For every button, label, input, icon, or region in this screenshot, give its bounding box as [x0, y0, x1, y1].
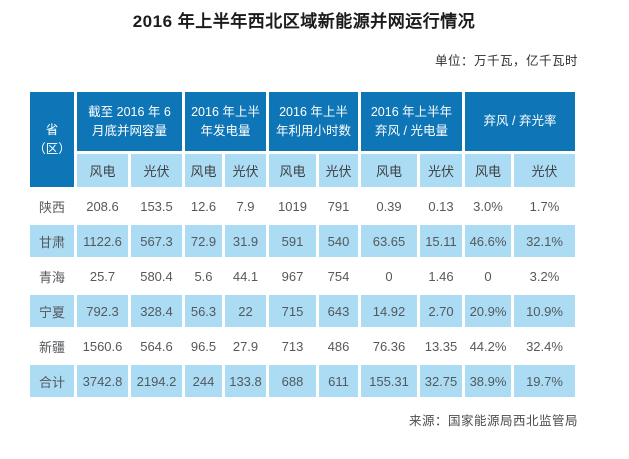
table-cell: 1.46 — [420, 260, 462, 292]
group-header-utilization-hours: 2016 年上半 年利用小时数 — [269, 92, 358, 151]
table-cell: 715 — [269, 295, 316, 327]
table-cell: 564.6 — [131, 330, 182, 362]
table-cell: 611 — [319, 365, 358, 397]
table-cell: 0 — [465, 260, 511, 292]
table-cell: 153.5 — [131, 190, 182, 222]
table-row-qinghai: 青海 25.7 580.4 5.6 44.1 967 754 0 1.46 0 … — [30, 260, 575, 292]
table-cell: 31.9 — [225, 225, 266, 257]
unit-note: 单位：万千瓦，亿千瓦时 — [434, 54, 578, 68]
table-cell: 208.6 — [77, 190, 128, 222]
table-cell: 25.7 — [77, 260, 128, 292]
sub-header-wind: 风电 — [77, 154, 128, 187]
table-cell: 1019 — [269, 190, 316, 222]
row-label: 宁夏 — [30, 295, 74, 327]
table-cell: 12.6 — [185, 190, 222, 222]
table-cell: 580.4 — [131, 260, 182, 292]
table-cell: 27.9 — [225, 330, 266, 362]
table-cell: 713 — [269, 330, 316, 362]
table-cell: 76.36 — [361, 330, 417, 362]
energy-table: 省 （区） 截至 2016 年 6 月底并网容量 2016 年上半 年发电量 2… — [27, 89, 578, 400]
table-cell: 56.3 — [185, 295, 222, 327]
table-cell: 791 — [319, 190, 358, 222]
source-note: 来源：国家能源局西北监管局 — [408, 414, 578, 428]
table-cell: 44.2% — [465, 330, 511, 362]
sub-header-solar: 光伏 — [420, 154, 462, 187]
table-cell: 688 — [269, 365, 316, 397]
row-label: 新疆 — [30, 330, 74, 362]
table-cell: 0.13 — [420, 190, 462, 222]
table-cell: 7.9 — [225, 190, 266, 222]
table-cell: 967 — [269, 260, 316, 292]
table-cell: 133.8 — [225, 365, 266, 397]
table-cell: 14.92 — [361, 295, 417, 327]
sub-header-solar: 光伏 — [225, 154, 266, 187]
table-cell: 46.6% — [465, 225, 511, 257]
table-cell: 567.3 — [131, 225, 182, 257]
table-cell: 72.9 — [185, 225, 222, 257]
row-label: 陕西 — [30, 190, 74, 222]
table-row-gansu: 甘肃 1122.6 567.3 72.9 31.9 591 540 63.65 … — [30, 225, 575, 257]
table-cell: 3.0% — [465, 190, 511, 222]
group-header-curtailment-rate: 弃风 / 弃光率 — [465, 92, 575, 151]
table-cell: 643 — [319, 295, 358, 327]
table-cell: 792.3 — [77, 295, 128, 327]
corner-header-province: 省 （区） — [30, 92, 74, 187]
table-cell: 486 — [319, 330, 358, 362]
table-cell: 155.31 — [361, 365, 417, 397]
sub-header-solar: 光伏 — [131, 154, 182, 187]
table-row-ningxia: 宁夏 792.3 328.4 56.3 22 715 643 14.92 2.7… — [30, 295, 575, 327]
group-header-row: 省 （区） 截至 2016 年 6 月底并网容量 2016 年上半 年发电量 2… — [30, 92, 575, 187]
table-cell: 754 — [319, 260, 358, 292]
table-cell: 32.1% — [514, 225, 575, 257]
table-cell: 20.9% — [465, 295, 511, 327]
sub-header-wind: 风电 — [185, 154, 222, 187]
table-cell: 32.4% — [514, 330, 575, 362]
table-cell: 540 — [319, 225, 358, 257]
group-header-generation: 2016 年上半 年发电量 — [185, 92, 266, 151]
table-cell: 1.7% — [514, 190, 575, 222]
table-cell: 328.4 — [131, 295, 182, 327]
table-row-xinjiang: 新疆 1560.6 564.6 96.5 27.9 713 486 76.36 … — [30, 330, 575, 362]
table-cell: 96.5 — [185, 330, 222, 362]
row-label: 合计 — [30, 365, 74, 397]
table-cell: 0.39 — [361, 190, 417, 222]
table-cell: 22 — [225, 295, 266, 327]
table-cell: 63.65 — [361, 225, 417, 257]
row-label: 甘肃 — [30, 225, 74, 257]
table-cell: 1122.6 — [77, 225, 128, 257]
table-cell: 15.11 — [420, 225, 462, 257]
table-cell: 19.7% — [514, 365, 575, 397]
table-cell: 244 — [185, 365, 222, 397]
table-cell: 5.6 — [185, 260, 222, 292]
row-label: 青海 — [30, 260, 74, 292]
table-cell: 1560.6 — [77, 330, 128, 362]
sub-header-wind: 风电 — [361, 154, 417, 187]
page-title: 2016 年上半年西北区域新能源并网运行情况 — [132, 12, 476, 31]
table-cell: 3742.8 — [77, 365, 128, 397]
table-cell: 2194.2 — [131, 365, 182, 397]
table-cell: 10.9% — [514, 295, 575, 327]
sub-header-row: 风电 光伏 风电 光伏 风电 光伏 风电 光伏 风电 光伏 — [30, 154, 575, 187]
content-container: 2016 年上半年西北区域新能源并网运行情况 单位：万千瓦，亿千瓦时 省 （区）… — [30, 0, 578, 429]
table-cell: 0 — [361, 260, 417, 292]
group-header-grid-capacity: 截至 2016 年 6 月底并网容量 — [77, 92, 182, 151]
table-cell: 38.9% — [465, 365, 511, 397]
table-cell: 32.75 — [420, 365, 462, 397]
table-cell: 591 — [269, 225, 316, 257]
table-cell: 13.35 — [420, 330, 462, 362]
table-cell: 2.70 — [420, 295, 462, 327]
sub-header-wind: 风电 — [269, 154, 316, 187]
table-cell: 3.2% — [514, 260, 575, 292]
sub-header-wind: 风电 — [465, 154, 511, 187]
sub-header-solar: 光伏 — [319, 154, 358, 187]
table-cell: 44.1 — [225, 260, 266, 292]
sub-header-solar: 光伏 — [514, 154, 575, 187]
group-header-curtailed-energy: 2016 年上半年 弃风 / 光电量 — [361, 92, 462, 151]
table-row-shaanxi: 陕西 208.6 153.5 12.6 7.9 1019 791 0.39 0.… — [30, 190, 575, 222]
table-row-total: 合计 3742.8 2194.2 244 133.8 688 611 155.3… — [30, 365, 575, 397]
